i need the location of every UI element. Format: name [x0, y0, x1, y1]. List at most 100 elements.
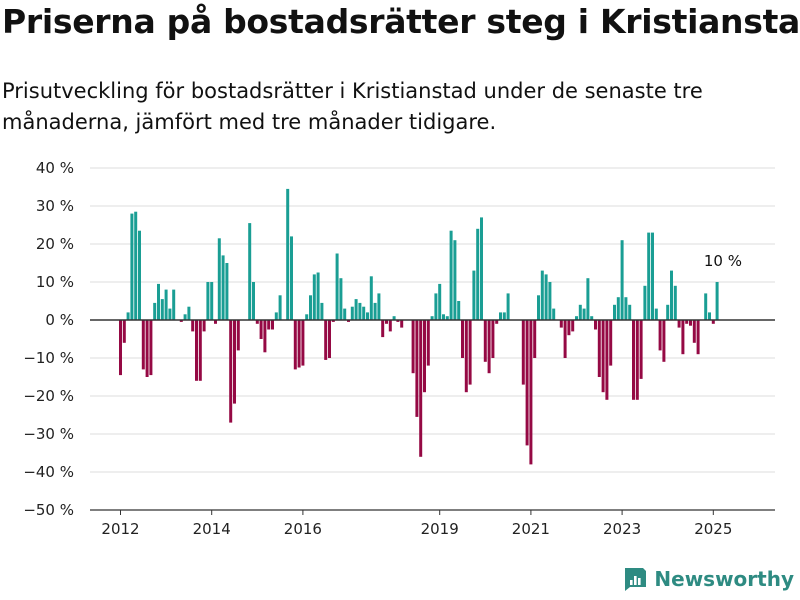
bar: [681, 320, 685, 355]
bar: [715, 282, 719, 320]
bar: [449, 230, 453, 320]
bar: [476, 228, 480, 320]
brand-name: Newsworthy: [654, 567, 794, 591]
bar: [711, 320, 715, 324]
bar: [613, 304, 616, 320]
bar: [457, 301, 461, 320]
bar: [643, 285, 647, 320]
bar: [605, 320, 609, 400]
bar: [411, 320, 415, 374]
bar: [708, 312, 711, 320]
bar: [149, 320, 153, 376]
bar: [453, 240, 457, 320]
bar: [324, 320, 328, 360]
bars: [119, 188, 719, 465]
x-tick-label: 2025: [694, 520, 732, 538]
bar: [628, 304, 632, 320]
bar: [658, 320, 662, 351]
bar: [271, 320, 274, 330]
bar: [153, 302, 157, 320]
bar: [423, 320, 426, 393]
bar: [400, 320, 404, 328]
bar: [544, 274, 548, 320]
x-tick-label: 2019: [421, 520, 459, 538]
y-tick-label: −20 %: [23, 387, 74, 405]
bar: [480, 217, 483, 320]
axes: [90, 319, 775, 511]
bar: [677, 320, 681, 328]
bar: [438, 283, 442, 320]
bar: [183, 314, 187, 320]
bar: [567, 320, 571, 336]
bar: [335, 253, 339, 320]
bar: [506, 293, 510, 320]
bar: [160, 299, 164, 320]
y-axis-tick-labels: 40 % 30 % 20 % 10 % 0 % −10 % −20 % −30 % −40 % −…: [23, 159, 74, 519]
bar: [499, 312, 502, 320]
bar: [236, 320, 240, 351]
bar: [464, 320, 468, 393]
bar: [168, 308, 172, 320]
bar: [301, 320, 305, 366]
bar: [647, 232, 651, 320]
bar: [366, 312, 369, 320]
bar: [597, 320, 601, 377]
bar: [495, 320, 499, 324]
x-tick-label: 2023: [603, 520, 641, 538]
bar: [350, 306, 354, 320]
bar: [392, 316, 396, 320]
bar: [225, 263, 229, 320]
bar: [198, 320, 202, 381]
bar: [651, 232, 654, 320]
bar: [381, 320, 385, 338]
bar: [666, 304, 670, 320]
bar: [362, 306, 366, 320]
bar: [290, 236, 293, 320]
bar: [529, 320, 533, 465]
bar: [415, 320, 419, 417]
bar: [632, 320, 635, 400]
bar: [316, 272, 320, 320]
x-tick-label: 2016: [284, 520, 322, 538]
page-title: Priserna på bostadsrätter steg i Kristia…: [2, 2, 800, 41]
bar: [358, 302, 362, 320]
bar: [214, 320, 217, 324]
bar: [297, 320, 301, 368]
bar: [267, 320, 271, 330]
bar: [548, 282, 552, 320]
bar: [586, 278, 590, 320]
bar: [426, 320, 430, 366]
bar: [217, 238, 221, 320]
bar: [305, 314, 309, 320]
bar: [221, 255, 225, 320]
bar: [491, 320, 495, 358]
bar: [540, 270, 544, 320]
bar: [624, 297, 628, 320]
y-tick-label: 30 %: [36, 197, 74, 215]
bar: [430, 316, 434, 320]
bar: [286, 188, 290, 320]
bar: [122, 320, 126, 343]
bar: [385, 320, 388, 324]
bar: [202, 320, 206, 332]
bar: [601, 320, 605, 393]
bar: [263, 320, 267, 353]
bar: [248, 223, 252, 320]
bar: [377, 293, 381, 320]
annotations: 10 %: [704, 252, 742, 270]
bar: [309, 295, 312, 320]
bar: [419, 320, 423, 457]
bar: [369, 276, 373, 320]
bar: [696, 320, 700, 355]
bar: [229, 320, 233, 423]
bar: [206, 282, 210, 320]
bar: [521, 320, 525, 385]
bar: [347, 320, 350, 322]
y-tick-label: 40 %: [36, 159, 74, 177]
x-tick-label: 2021: [512, 520, 550, 538]
bar: [233, 320, 236, 404]
bar: [164, 289, 168, 320]
y-tick-label: 20 %: [36, 235, 74, 253]
bar: [252, 282, 255, 320]
bar: [278, 295, 282, 320]
